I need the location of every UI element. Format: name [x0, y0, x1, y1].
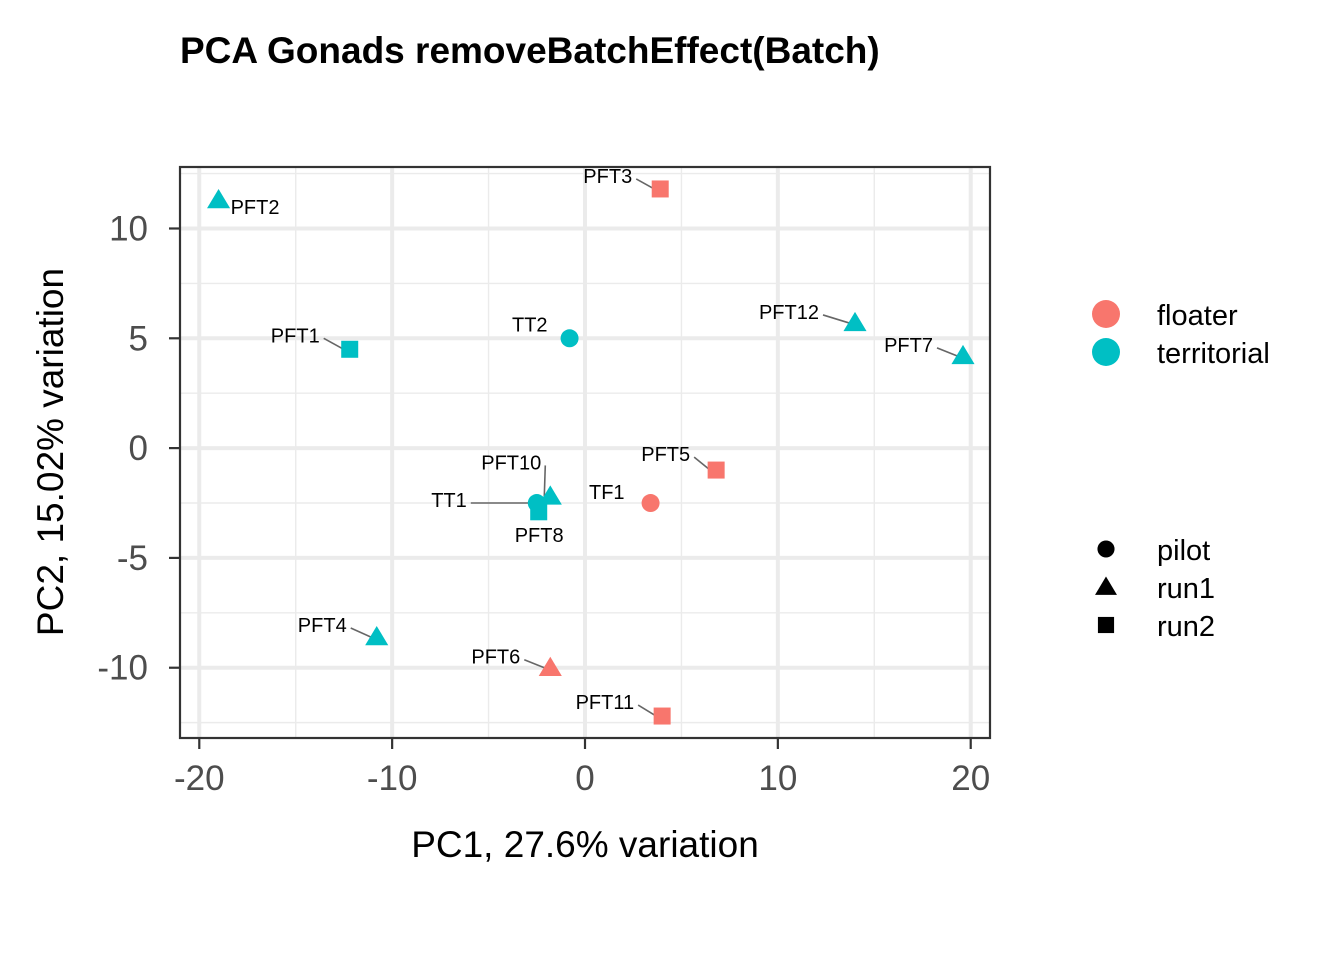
x-tick-label: -10 [367, 759, 418, 798]
point-label-pft4: PFT4 [298, 615, 347, 637]
point-labels: PFT2 PFT3 PFT1 TT2 PFT12 PFT7 PFT5 PFT10 TF1 TT1 P… [231, 166, 933, 714]
label-connector [936, 347, 958, 357]
data-point-pft8 [530, 503, 548, 521]
x-tick-label: -20 [174, 759, 225, 798]
color-legend: floater territorial [1092, 300, 1270, 370]
y-tick-label: 5 [129, 319, 148, 358]
point-label-pft8: PFT8 [515, 525, 564, 547]
label-connectors [323, 178, 958, 717]
legend-key-run1 [1095, 576, 1117, 595]
x-axis: -20 -10 0 10 20 [174, 738, 990, 798]
y-axis: -10 -5 0 5 10 [97, 209, 180, 688]
label-connector [635, 178, 655, 190]
legend-label-territorial: territorial [1157, 338, 1270, 370]
x-tick-label: 10 [758, 759, 797, 798]
point-label-pft3: PFT3 [583, 166, 632, 188]
label-connector [350, 627, 372, 638]
data-point-pft1 [341, 340, 359, 358]
label-connector [543, 465, 547, 497]
y-tick-label: -10 [97, 649, 148, 688]
data-points [207, 180, 975, 725]
chart-title: PCA Gonads removeBatchEffect(Batch) [180, 30, 880, 71]
y-tick-label: 0 [129, 429, 148, 468]
point-label-pft6: PFT6 [471, 647, 520, 669]
legend-key-pilot [1097, 540, 1115, 558]
point-label-pft10: PFT10 [481, 452, 541, 474]
data-point-tf1 [641, 494, 660, 513]
point-label-tt1: TT1 [431, 490, 467, 512]
data-point-tt2 [560, 329, 579, 348]
legend-label-floater: floater [1157, 300, 1238, 332]
legend-label-run2: run2 [1157, 611, 1215, 643]
point-label-pft1: PFT1 [271, 325, 320, 347]
point-label-pft2: PFT2 [231, 197, 280, 219]
legend-label-run1: run1 [1157, 573, 1215, 605]
point-label-pft7: PFT7 [884, 335, 933, 357]
label-connector [822, 314, 850, 324]
point-label-pft11: PFT11 [576, 692, 635, 714]
data-point-pft5 [707, 461, 725, 479]
legend-key-territorial [1092, 338, 1120, 366]
y-axis-title: PC2, 15.02% variation [30, 268, 71, 636]
label-connector [637, 704, 657, 717]
y-tick-label: 10 [109, 209, 148, 248]
point-label-tf1: TF1 [589, 482, 625, 504]
legend-key-floater [1092, 300, 1120, 328]
data-point-pft12 [843, 311, 867, 332]
point-label-pft5: PFT5 [641, 444, 690, 466]
data-point-pft7 [951, 344, 975, 365]
label-connector [523, 658, 545, 669]
x-axis-title: PC1, 27.6% variation [411, 824, 759, 865]
data-point-pft6 [538, 656, 562, 676]
legend-key-run2 [1097, 616, 1115, 634]
data-point-pft2 [207, 188, 231, 209]
data-point-pft4 [365, 625, 389, 646]
label-connector [323, 337, 345, 350]
data-point-pft11 [653, 707, 671, 725]
point-label-pft12: PFT12 [759, 302, 819, 324]
shape-legend: pilot run1 run2 [1095, 535, 1215, 643]
y-tick-label: -5 [117, 539, 148, 578]
label-connector [693, 456, 711, 471]
x-tick-label: 0 [575, 759, 594, 798]
x-tick-label: 20 [951, 759, 990, 798]
point-label-tt2: TT2 [512, 314, 548, 336]
legend-label-pilot: pilot [1157, 535, 1210, 567]
major-gridlines [180, 167, 990, 738]
data-point-pft3 [651, 180, 669, 198]
